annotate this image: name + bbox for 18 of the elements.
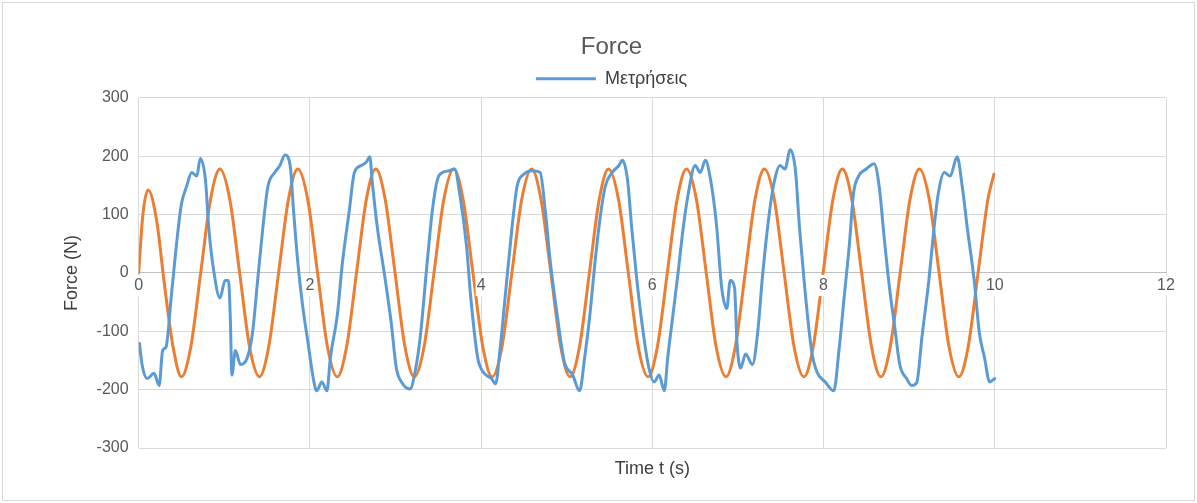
y-tick-label: 100 bbox=[101, 204, 129, 222]
x-tick-label: 2 bbox=[305, 275, 315, 293]
x-tick-label: 10 bbox=[985, 275, 1004, 293]
y-tick-label: 200 bbox=[101, 146, 129, 164]
x-tick-label: 12 bbox=[1157, 275, 1175, 293]
legend-label: Μετρήσεις bbox=[604, 67, 688, 88]
x-tick-label: 6 bbox=[647, 275, 657, 293]
y-tick-label: 0 bbox=[119, 263, 129, 281]
y-axis-title: Force (N) bbox=[60, 234, 81, 311]
y-tick-label: -300 bbox=[96, 438, 129, 456]
y-tick-label: 300 bbox=[101, 88, 129, 106]
x-axis-title: Time t (s) bbox=[614, 457, 690, 478]
chart-title: Force bbox=[580, 32, 643, 60]
y-tick-label: -100 bbox=[96, 321, 129, 339]
x-tick-label: 0 bbox=[134, 275, 144, 293]
x-tick-label: 8 bbox=[819, 275, 829, 293]
y-tick-label: -200 bbox=[96, 380, 129, 398]
x-tick-label: 4 bbox=[476, 275, 486, 293]
